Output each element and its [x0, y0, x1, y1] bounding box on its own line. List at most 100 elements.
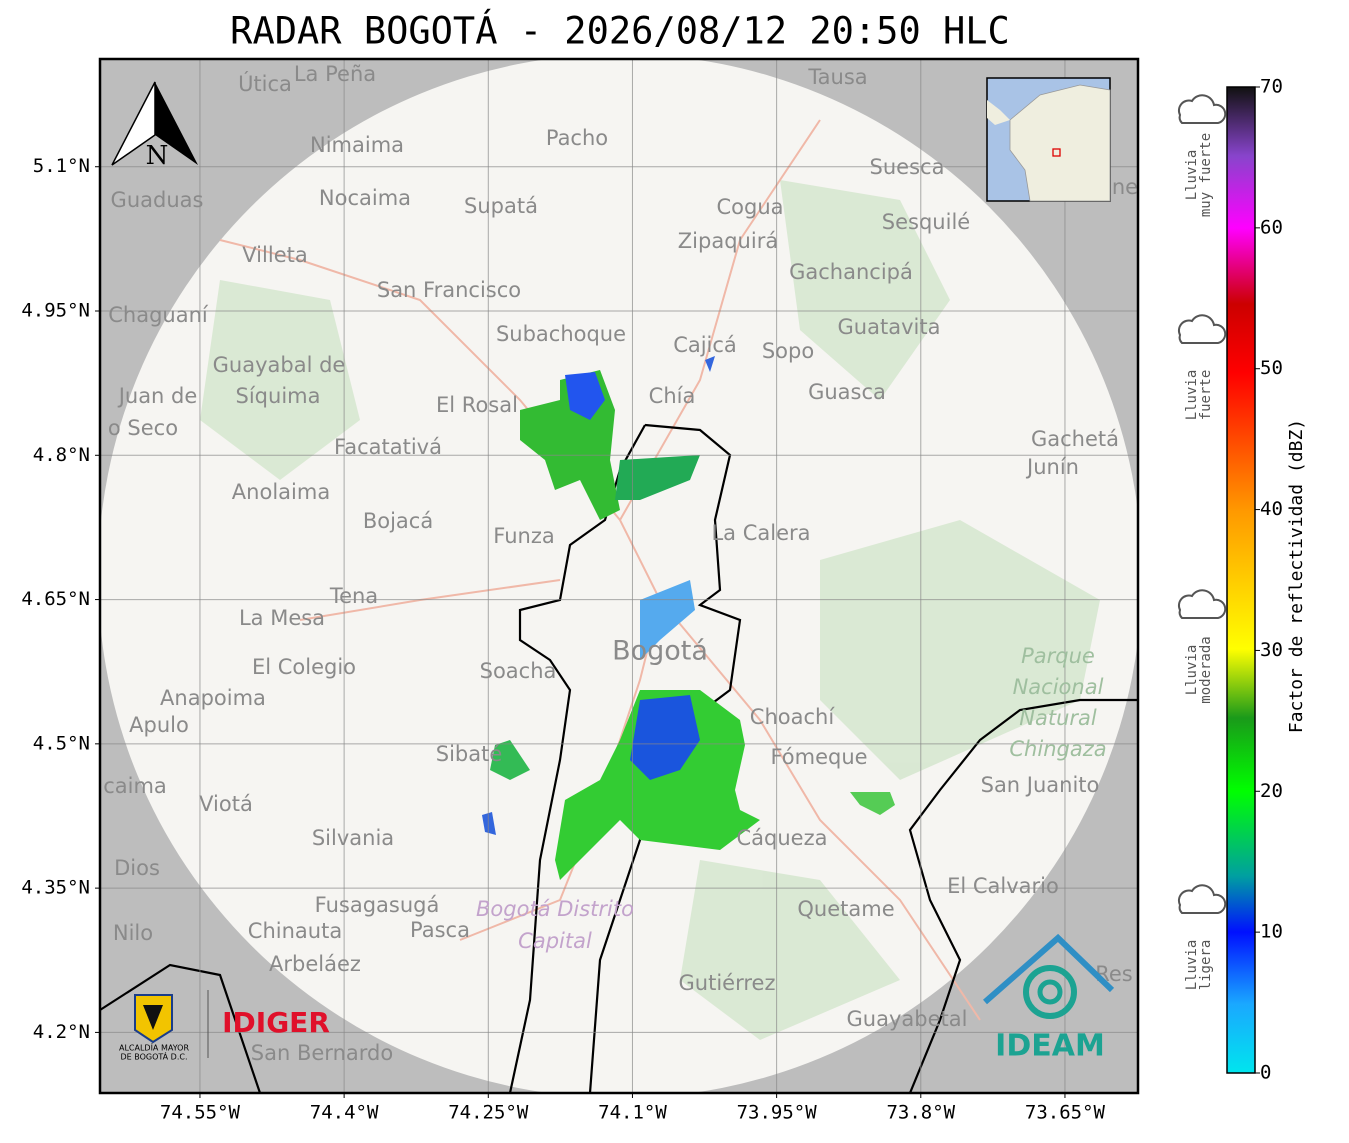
- colorbar-tick-label: 10: [1260, 921, 1283, 943]
- radar-echoes: [482, 356, 895, 880]
- ideam-text: IDEAM: [995, 1029, 1105, 1064]
- x-tick-label: 74.25°W: [448, 1102, 529, 1124]
- y-tick-label: 4.8°N: [33, 444, 90, 466]
- legend-label: Lluvia: [1184, 940, 1200, 991]
- x-tick-label: 74.4°W: [310, 1102, 379, 1124]
- district-label: Bogotá Distrito: [476, 897, 634, 921]
- place-label: Juan de: [117, 384, 198, 408]
- alcaldia-logo: ALCALDÍA MAYOR DE BOGOTÁ D.C. IDIGER: [119, 990, 330, 1062]
- place-label: Cogua: [716, 195, 783, 219]
- place-label: Sibaté: [436, 742, 503, 766]
- park-label: Parque: [1021, 644, 1095, 668]
- place-label: El Colegio: [252, 655, 356, 679]
- place-label: Bojacá: [363, 509, 433, 533]
- place-label: ne: [1112, 175, 1138, 199]
- place-label: Junín: [1025, 455, 1079, 479]
- y-tick-label: 4.5°N: [33, 732, 90, 754]
- place-label: Guasca: [808, 380, 886, 404]
- place-label: Dios: [114, 856, 160, 880]
- place-label: Tena: [329, 584, 378, 608]
- axes: 74.55°W 74.4°W 74.25°W 74.1°W 73.95°W 73.8°W 7…: [21, 155, 1105, 1123]
- place-label: Tausa: [807, 65, 867, 89]
- place-label: Quetame: [797, 897, 894, 921]
- park-label: Chingaza: [1009, 737, 1106, 761]
- colorbar-label: Factor de reflectividad (dBZ): [1286, 419, 1307, 733]
- place-label: Nilo: [113, 921, 153, 945]
- place-label: Soacha: [480, 659, 557, 683]
- park-label: Nacional: [1013, 675, 1104, 699]
- place-label: Choachí: [750, 705, 836, 729]
- place-label: Chaguaní: [108, 303, 209, 327]
- x-tick-label: 74.55°W: [160, 1102, 241, 1124]
- weather-icon: [1177, 589, 1227, 619]
- place-label: caima: [103, 774, 167, 798]
- place-label: Guayabal de: [213, 353, 346, 377]
- place-label: Arbeláez: [269, 952, 361, 976]
- place-label: Cajicá: [673, 333, 737, 357]
- place-label: Subachoque: [496, 322, 626, 346]
- inset-map: [986, 77, 1111, 202]
- place-label: Funza: [493, 524, 554, 548]
- place-label: Silvania: [312, 826, 394, 850]
- y-tick-label: 5.1°N: [33, 155, 90, 177]
- place-label: La Mesa: [239, 606, 325, 630]
- colorbar-tick-label: 70: [1260, 76, 1283, 98]
- map-area: Útica La Peña Tausa Pacho Nimaima Suesca Guadu…: [100, 59, 1138, 1093]
- alcaldia-text: ALCALDÍA MAYOR: [119, 1042, 189, 1053]
- place-label: Villeta: [242, 243, 307, 267]
- y-tick-label: 4.2°N: [33, 1021, 90, 1043]
- place-label: San Francisco: [377, 278, 521, 302]
- place-label: Sesquilé: [882, 210, 970, 234]
- grid: [100, 59, 1138, 1093]
- place-label: o Seco: [108, 416, 178, 440]
- place-label: La Peña: [294, 62, 376, 86]
- place-label: Anapoima: [160, 686, 266, 710]
- legend-label: muy fuerte: [1198, 133, 1214, 217]
- place-label: El Rosal: [436, 393, 518, 417]
- place-label: San Juanito: [981, 773, 1100, 797]
- place-label: Pasca: [410, 918, 470, 942]
- y-tick-label: 4.95°N: [21, 300, 90, 322]
- weather-icon: [1177, 884, 1227, 914]
- place-labels: Útica La Peña Tausa Pacho Nimaima Suesca Guadu…: [103, 62, 1138, 1065]
- legend-label: Lluvia: [1184, 645, 1200, 696]
- weather-icon: [1177, 94, 1227, 124]
- x-tick-label: 73.95°W: [737, 1102, 818, 1124]
- place-label: Gachetá: [1031, 427, 1119, 451]
- place-label: Nocaima: [319, 186, 411, 210]
- district-label: Capital: [518, 929, 592, 953]
- map-frame: [98, 57, 1140, 1095]
- legend-label: moderada: [1198, 636, 1214, 703]
- place-label: Nimaima: [310, 133, 404, 157]
- place-label: Útica: [238, 71, 292, 96]
- place-label: Anolaima: [232, 480, 330, 504]
- colorbar-tick-label: 60: [1260, 216, 1283, 238]
- place-label: El Calvario: [947, 874, 1059, 898]
- y-tick-label: 4.65°N: [21, 588, 90, 610]
- place-label: Chinauta: [248, 919, 342, 943]
- colorbar: [1226, 86, 1256, 1074]
- place-label: Zipaquirá: [678, 229, 778, 253]
- vegetation: [200, 180, 1100, 1040]
- place-label: Fómeque: [770, 745, 867, 769]
- x-tick-label: 74.1°W: [598, 1102, 667, 1124]
- park-label: Natural: [1019, 706, 1097, 730]
- place-label: San Bernardo: [251, 1041, 393, 1065]
- legend-label: Lluvia: [1184, 150, 1200, 201]
- place-label: Gutiérrez: [679, 971, 776, 995]
- place-label: Supatá: [464, 194, 538, 218]
- colorbar-tick-label: 40: [1260, 498, 1283, 520]
- place-label: Suesca: [870, 155, 945, 179]
- colorbar-tick-label: 0: [1260, 1062, 1271, 1084]
- north-arrow: N: [111, 81, 198, 171]
- x-tick-label: 73.8°W: [886, 1102, 955, 1124]
- place-label: Fusagasugá: [315, 893, 440, 917]
- y-tick-label: 4.35°N: [21, 877, 90, 899]
- place-label: Gachancipá: [789, 260, 913, 284]
- place-label: Viotá: [199, 792, 253, 816]
- place-label: Chía: [649, 384, 696, 408]
- ideam-logo: IDEAM: [983, 933, 1115, 1064]
- place-label: Guatavita: [838, 315, 941, 339]
